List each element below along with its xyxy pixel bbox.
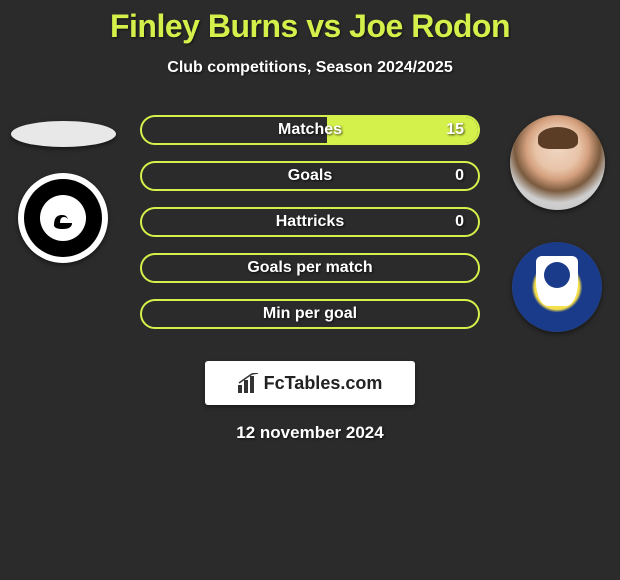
source-logo-text: FcTables.com	[264, 373, 383, 394]
bar-label: Goals	[142, 163, 478, 189]
comparison-body: Matches15Goals0Hattricks0Goals per match…	[0, 115, 620, 355]
stat-bar: Goals per match	[140, 253, 480, 283]
page-title: Finley Burns vs Joe Rodon	[0, 0, 620, 45]
swansea-swan-icon	[48, 203, 78, 233]
player2-column	[502, 115, 612, 332]
bar-value-right: 0	[455, 163, 464, 189]
source-logo: FcTables.com	[205, 361, 415, 405]
player1-column	[8, 115, 118, 263]
bar-label: Min per goal	[142, 301, 478, 327]
comparison-card: Finley Burns vs Joe Rodon Club competiti…	[0, 0, 620, 580]
stat-bar: Matches15	[140, 115, 480, 145]
player1-portrait-placeholder	[11, 121, 116, 147]
bar-label: Goals per match	[142, 255, 478, 281]
bar-value-right: 15	[446, 117, 464, 143]
date-label: 12 november 2024	[0, 423, 620, 443]
subtitle: Club competitions, Season 2024/2025	[0, 59, 620, 77]
bar-label: Hattricks	[142, 209, 478, 235]
stat-bar: Min per goal	[140, 299, 480, 329]
stat-bar: Goals0	[140, 161, 480, 191]
bar-value-right: 0	[455, 209, 464, 235]
bar-chart-icon	[238, 373, 260, 393]
player2-portrait	[510, 115, 605, 210]
player1-club-badge	[18, 173, 108, 263]
stat-bar: Hattricks0	[140, 207, 480, 237]
bar-label: Matches	[142, 117, 478, 143]
stat-bars: Matches15Goals0Hattricks0Goals per match…	[140, 115, 480, 345]
player2-club-badge	[512, 242, 602, 332]
